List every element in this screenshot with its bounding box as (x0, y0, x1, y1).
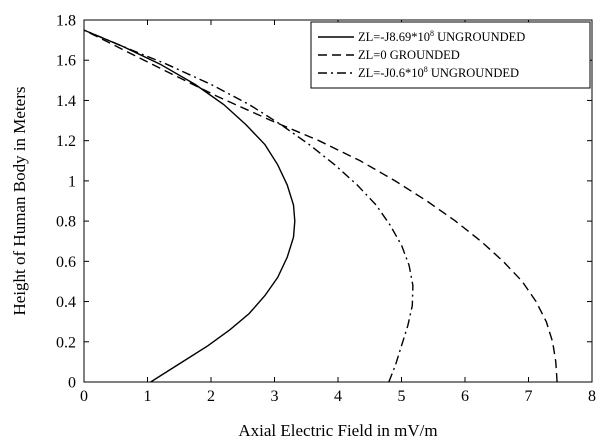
y-tick-label: 1.4 (56, 93, 76, 110)
x-tick-label: 7 (525, 388, 533, 405)
series-line-2 (83, 29, 558, 383)
x-tick-label: 6 (461, 388, 469, 405)
legend-label-3: ZL=-J0.6*108 UNGROUNDED (358, 65, 519, 80)
y-tick-label: 1.8 (56, 13, 76, 30)
y-tick-label: 0.4 (56, 294, 76, 311)
legend-label-1: ZL=-J8.69*108 UNGROUNDED (358, 29, 525, 44)
series-line-3 (83, 29, 414, 383)
series-group (83, 29, 558, 383)
x-tick-label: 4 (334, 388, 342, 405)
y-tick-label: 0 (68, 375, 76, 392)
x-tick-label: 2 (207, 388, 215, 405)
x-axis-title: Axial Electric Field in mV/m (238, 421, 437, 440)
y-tick-label: 1 (68, 173, 76, 190)
legend: ZL=-J8.69*108 UNGROUNDED ZL=0 GROUNDED ZL=… (310, 21, 591, 89)
y-tick-label: 1.2 (56, 133, 76, 150)
y-axis-title: Height of Human Body in Meters (10, 87, 29, 316)
y-tick-label: 0.2 (56, 334, 76, 351)
x-tick-label: 3 (271, 388, 279, 405)
legend-label-2: ZL=0 GROUNDED (358, 48, 460, 62)
x-tick-label: 0 (80, 388, 88, 405)
plot-area-frame (83, 19, 593, 383)
series-line-1 (83, 29, 296, 383)
x-tick-label: 1 (144, 388, 152, 405)
y-tick-label: 1.6 (56, 53, 76, 70)
x-tick-label: 8 (588, 388, 596, 405)
x-tick-label: 5 (398, 388, 406, 405)
y-tick-label: 0.8 (56, 214, 76, 231)
y-tick-label: 0.6 (56, 254, 76, 271)
legend-box (310, 21, 591, 89)
